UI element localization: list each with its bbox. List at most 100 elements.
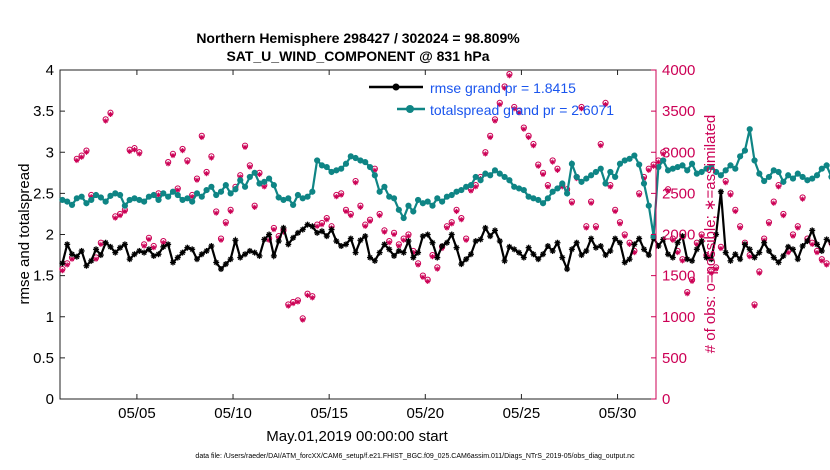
obs-assimilated-stroke bbox=[699, 233, 704, 239]
obs-assimilated-marker bbox=[127, 148, 133, 155]
obs-assimilated-stroke bbox=[151, 245, 156, 250]
rmse-point bbox=[251, 249, 258, 256]
rmse-point-stroke bbox=[468, 251, 474, 257]
obs-assimilated-marker bbox=[252, 204, 258, 210]
rmse-point-stroke bbox=[732, 251, 738, 257]
rmse-point bbox=[275, 238, 282, 245]
totalspread-point bbox=[208, 183, 215, 190]
rmse-point-stroke bbox=[309, 223, 315, 229]
totalspread-point bbox=[160, 190, 167, 197]
y-right-tick-label: 3500 bbox=[662, 103, 695, 120]
obs-assimilated-marker bbox=[285, 303, 291, 309]
obs-assimilated-stroke bbox=[810, 242, 815, 247]
obs-assimilated-marker bbox=[290, 300, 296, 307]
rmse-point-stroke bbox=[473, 238, 479, 244]
obs-assimilated-marker bbox=[737, 225, 743, 231]
rmse-point bbox=[381, 241, 388, 248]
obs-assimilated-marker bbox=[425, 278, 431, 284]
rmse-point bbox=[496, 238, 503, 245]
rmse-point-stroke bbox=[458, 261, 464, 267]
obs-assimilated-marker bbox=[175, 187, 181, 193]
obs-assimilated-stroke bbox=[430, 254, 435, 259]
rmse-point bbox=[765, 247, 772, 254]
obs-assimilated-marker bbox=[516, 110, 522, 116]
totalspread-point bbox=[227, 190, 234, 197]
rmse-point bbox=[809, 227, 816, 234]
totalspread-point bbox=[544, 195, 551, 202]
rmse-point bbox=[597, 243, 604, 250]
rmse-point bbox=[174, 254, 181, 261]
obs-assimilated-stroke bbox=[228, 209, 233, 214]
obs-assimilated-stroke bbox=[305, 293, 310, 298]
obs-assimilated-marker bbox=[208, 155, 215, 161]
obs-assimilated-stroke bbox=[814, 250, 820, 255]
obs-assimilated-marker bbox=[179, 148, 186, 154]
obs-assimilated-stroke bbox=[170, 153, 176, 158]
obs-assimilated-stroke bbox=[435, 266, 440, 272]
rmse-point bbox=[304, 221, 311, 228]
totalspread-point bbox=[424, 198, 431, 205]
rmse-point-stroke bbox=[492, 227, 498, 233]
rmse-point bbox=[270, 252, 277, 259]
rmse-point-stroke bbox=[79, 248, 85, 254]
obs-assimilated-marker bbox=[261, 184, 267, 190]
totalspread-point bbox=[813, 172, 821, 179]
rmse-point bbox=[693, 246, 700, 253]
totalspread-point bbox=[559, 180, 566, 187]
rmse-point bbox=[405, 238, 412, 245]
rmse-point bbox=[669, 254, 676, 261]
obs-assimilated-marker bbox=[497, 101, 503, 108]
rmse-point bbox=[237, 254, 244, 261]
obs-assimilated-stroke bbox=[680, 258, 685, 263]
obs-assimilated-stroke bbox=[98, 242, 104, 247]
obs-assimilated-marker bbox=[607, 184, 613, 190]
rmse-point-stroke bbox=[405, 238, 412, 244]
totalspread-point bbox=[631, 152, 638, 159]
obs-assimilated-marker bbox=[679, 258, 686, 264]
rmse-point bbox=[112, 249, 119, 256]
obs-assimilated-stroke bbox=[295, 299, 301, 305]
totalspread-point bbox=[520, 186, 527, 194]
obs-assimilated-stroke bbox=[74, 158, 79, 163]
rmse-point bbox=[88, 257, 95, 264]
rmse-point bbox=[472, 238, 479, 245]
rmse-point-stroke bbox=[141, 250, 147, 256]
rmse-point-stroke bbox=[300, 227, 306, 233]
rmse-point-stroke bbox=[444, 240, 450, 246]
rmse-point-stroke bbox=[453, 245, 460, 251]
obs-assimilated-marker bbox=[415, 262, 421, 268]
obs-assimilated-marker bbox=[112, 215, 118, 221]
rmse-point-stroke bbox=[689, 258, 695, 264]
rmse-point bbox=[208, 243, 215, 250]
obs-assimilated-stroke bbox=[199, 135, 204, 140]
totalspread-point bbox=[165, 193, 172, 200]
obs-assimilated-stroke bbox=[214, 210, 219, 216]
obs-assimilated-stroke bbox=[468, 188, 474, 194]
totalspread-point bbox=[314, 157, 321, 164]
obs-assimilated-stroke bbox=[449, 221, 454, 226]
x-tick-label: 05/20 bbox=[407, 405, 445, 422]
rmse-point-stroke bbox=[131, 251, 138, 257]
rmse-point bbox=[458, 261, 465, 268]
rmse-point-stroke bbox=[367, 254, 373, 261]
rmse-point-stroke bbox=[353, 250, 359, 256]
totalspread-point bbox=[241, 183, 249, 190]
obs-assimilated-marker bbox=[521, 126, 527, 132]
totalspread-point bbox=[270, 182, 277, 189]
totalspread-point bbox=[679, 162, 686, 169]
obs-assimilated-marker bbox=[747, 254, 753, 260]
rmse-point bbox=[136, 247, 143, 254]
rmse-point bbox=[799, 243, 806, 250]
totalspread-point bbox=[780, 178, 787, 185]
rmse-point bbox=[568, 246, 575, 253]
rmse-point bbox=[516, 249, 523, 256]
rmse-point bbox=[549, 247, 556, 254]
obs-assimilated-marker bbox=[141, 243, 147, 249]
y-right-tick-label: 1000 bbox=[662, 309, 695, 326]
rmse-point bbox=[314, 229, 321, 236]
rmse-point bbox=[102, 239, 109, 246]
rmse-point bbox=[59, 260, 66, 267]
rmse-point bbox=[347, 235, 354, 242]
obs-assimilated-stroke bbox=[824, 262, 829, 268]
totalspread-point bbox=[568, 160, 575, 167]
